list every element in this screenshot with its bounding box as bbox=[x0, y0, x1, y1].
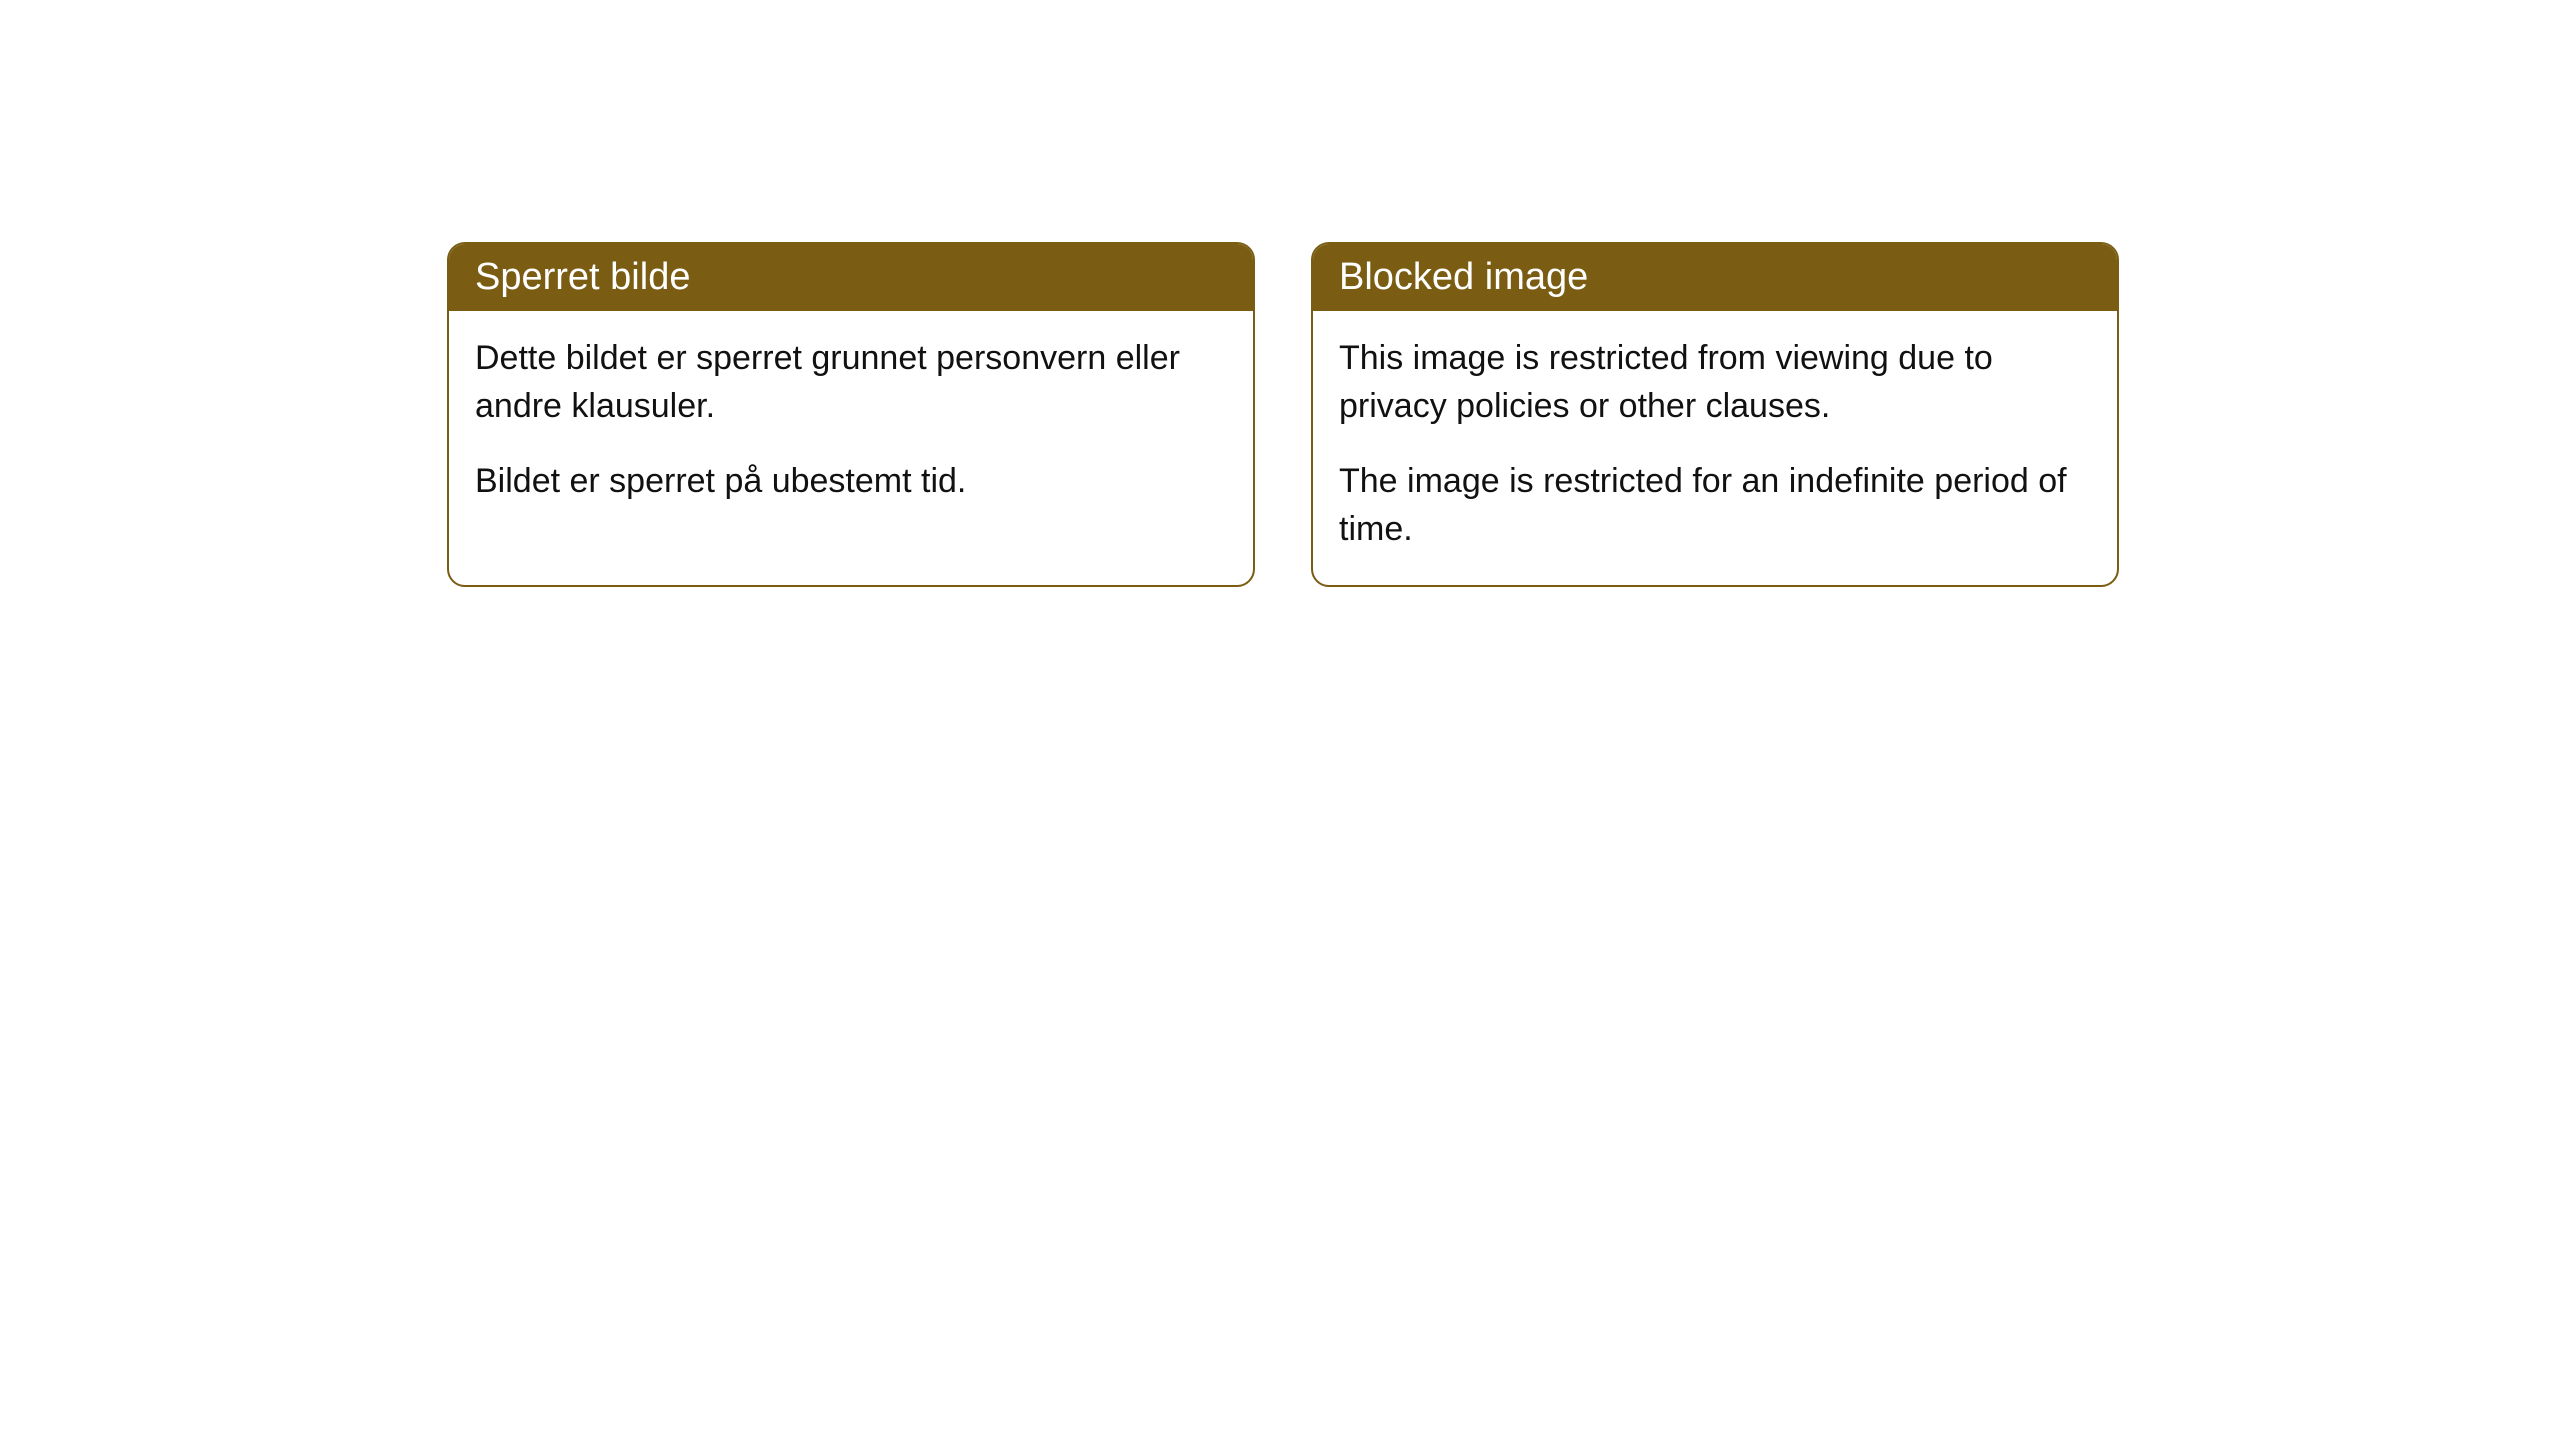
card-title: Sperret bilde bbox=[475, 256, 690, 298]
notice-container: Sperret bilde Dette bildet er sperret gr… bbox=[447, 242, 2119, 587]
card-paragraph: Dette bildet er sperret grunnet personve… bbox=[475, 335, 1227, 430]
card-body: Dette bildet er sperret grunnet personve… bbox=[449, 311, 1253, 538]
notice-card-norwegian: Sperret bilde Dette bildet er sperret gr… bbox=[447, 242, 1255, 587]
card-paragraph: This image is restricted from viewing du… bbox=[1339, 335, 2091, 430]
card-paragraph: Bildet er sperret på ubestemt tid. bbox=[475, 458, 1227, 506]
card-body: This image is restricted from viewing du… bbox=[1313, 311, 2117, 585]
card-header: Sperret bilde bbox=[449, 244, 1253, 311]
notice-card-english: Blocked image This image is restricted f… bbox=[1311, 242, 2119, 587]
card-paragraph: The image is restricted for an indefinit… bbox=[1339, 458, 2091, 553]
card-header: Blocked image bbox=[1313, 244, 2117, 311]
card-title: Blocked image bbox=[1339, 256, 1588, 298]
